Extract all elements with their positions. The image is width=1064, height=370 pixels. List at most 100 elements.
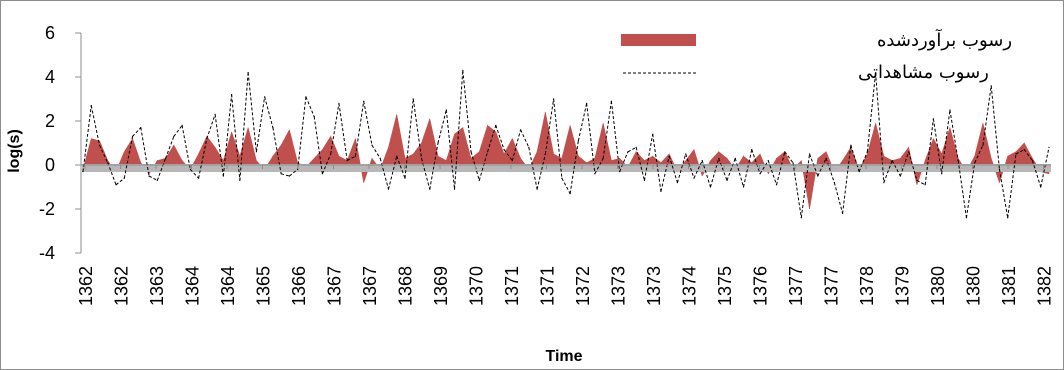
x-tick-label: 1371: [502, 266, 522, 306]
x-tick-label: 1380: [964, 266, 984, 306]
estimated-area-segment: [602, 123, 612, 166]
x-tick-label: 1371: [538, 266, 558, 306]
observed-line-segment: [949, 109, 959, 161]
observed-line-segment: [990, 85, 1000, 170]
observed-point: [131, 135, 134, 137]
observed-line-segment: [132, 127, 142, 137]
legend-swatch-estimated: [621, 34, 696, 46]
observed-line-segment: [222, 94, 233, 177]
observed-line-segment: [231, 94, 241, 181]
observed-point: [875, 72, 877, 74]
observed-point: [214, 113, 216, 115]
observed-line-segment: [330, 103, 340, 155]
observed-point: [643, 179, 646, 181]
estimated-area-segment: [132, 138, 142, 166]
observed-point: [949, 109, 951, 111]
observed-point: [932, 118, 935, 120]
observed-line-segment: [1040, 147, 1050, 188]
y-tick-label: -2: [39, 199, 55, 219]
estimated-area-segment: [553, 153, 563, 166]
observed-point: [1040, 186, 1042, 188]
observed-line-segment: [338, 103, 348, 161]
observed-point: [495, 124, 497, 126]
estimated-area-segment: [396, 114, 406, 166]
observed-line-segment: [495, 125, 505, 150]
observed-point: [181, 124, 183, 126]
estimated-area-segment: [817, 151, 827, 166]
observed-line-segment: [743, 149, 753, 188]
estimated-area-segment: [445, 134, 455, 166]
observed-point: [619, 171, 621, 173]
observed-point: [1007, 217, 1009, 219]
observed-point: [536, 188, 538, 190]
observed-line-segment: [445, 109, 456, 190]
estimated-area-segment: [924, 138, 934, 166]
observed-point: [82, 171, 84, 173]
observed-point: [420, 157, 423, 159]
observed-point: [288, 175, 291, 177]
observed-line-segment: [924, 118, 934, 185]
estimated-area-segment: [536, 112, 546, 166]
y-tick-label: 4: [45, 67, 55, 87]
observed-point: [445, 109, 447, 111]
estimated-area-segment: [289, 129, 298, 166]
observed-point: [231, 94, 233, 96]
estimated-area-segment: [346, 138, 356, 166]
observed-point: [305, 96, 307, 98]
observed-line-segment: [173, 125, 183, 137]
estimated-area-segment: [206, 135, 216, 166]
observed-point: [668, 155, 670, 157]
x-tick-label: 1373: [644, 266, 664, 306]
observed-line-segment: [346, 155, 356, 162]
observed-point: [610, 100, 613, 102]
observed-line-segment: [974, 144, 984, 164]
observed-point: [115, 184, 117, 186]
observed-point: [561, 177, 563, 179]
observed-point: [759, 173, 761, 175]
x-tick-label: 1379: [893, 266, 913, 306]
observed-line-segment: [189, 169, 199, 179]
observed-line-segment: [536, 153, 546, 190]
estimated-area-segment: [470, 151, 480, 166]
y-axis-title: log(s): [6, 129, 23, 173]
estimated-area-segment: [173, 145, 183, 166]
observed-line-segment: [388, 156, 398, 190]
x-tick-label: 1375: [715, 266, 735, 306]
x-tick-label: 1362: [76, 266, 96, 306]
observed-line-segment: [437, 109, 447, 144]
observed-point: [883, 182, 885, 184]
zero-hatch-band: [82, 164, 1051, 172]
observed-line-segment: [883, 160, 893, 183]
estimated-area-segment: [545, 112, 554, 166]
observed-line-segment: [635, 147, 645, 181]
observed-line-segment: [594, 158, 604, 175]
x-tick-label: 1372: [573, 266, 593, 306]
observed-line-segment: [99, 144, 109, 164]
observed-line-segment: [140, 127, 150, 177]
observed-line-segment: [941, 109, 951, 174]
estimated-area-segment: [330, 136, 340, 166]
x-axis-ticks: 1362 1362 1363 1364 1364 1365 1366 1367 1367 1368…: [76, 165, 1055, 306]
x-tick-label: 1378: [857, 266, 877, 306]
observed-line-segment: [767, 160, 778, 185]
observed-line-segment: [759, 160, 769, 175]
observed-point: [313, 116, 315, 118]
estimated-area-segment: [280, 129, 290, 166]
estimated-area-segment: [941, 127, 951, 166]
observed-line-segment: [404, 98, 414, 179]
y-axis-ticks: -4 -2 0 2 4 6: [39, 23, 81, 263]
observed-line-segment: [899, 151, 910, 177]
observed-line-segment: [255, 96, 266, 152]
observed-line-segment: [511, 129, 522, 161]
observed-line-segment: [1015, 149, 1025, 155]
observed-line-segment: [396, 156, 406, 179]
observed-line-segment: [1023, 149, 1033, 161]
observed-point: [577, 140, 579, 142]
observed-point: [982, 144, 984, 146]
observed-line-segment: [891, 160, 901, 177]
observed-point: [239, 179, 241, 181]
observed-point: [379, 157, 381, 159]
observed-point: [941, 173, 943, 175]
observed-line-segment: [817, 158, 827, 177]
observed-point: [164, 157, 167, 159]
